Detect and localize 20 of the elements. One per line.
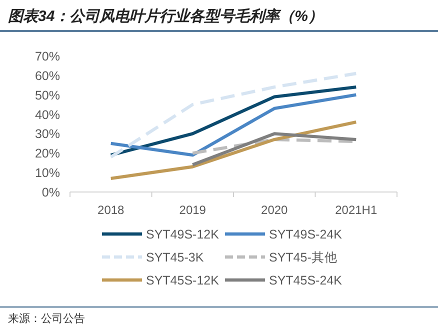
source-note: 来源：公司公告: [8, 312, 85, 325]
legend-label: SYT45-其他: [269, 250, 338, 264]
y-tick-label: 0%: [42, 186, 60, 200]
y-tick-label: 60%: [34, 68, 60, 83]
x-tick-label: 2020: [261, 203, 288, 217]
y-tick-label: 70%: [34, 50, 60, 64]
legend-label: SYT49S-24K: [269, 228, 343, 242]
y-tick-label: 50%: [34, 88, 60, 102]
legend-label: SYT49S-12K: [146, 228, 220, 242]
y-tick-label: 30%: [34, 127, 60, 142]
title: 图表34：公司风电叶片行业各型号毛利率（%）: [8, 8, 324, 25]
legend-label: SYT45S-24K: [269, 274, 343, 288]
y-tick-label: 40%: [34, 108, 60, 122]
y-tick-label: 10%: [34, 166, 60, 180]
x-tick-label: 2021H1: [335, 203, 378, 217]
x-tick-label: 2018: [98, 203, 125, 217]
legend-label: SYT45-3K: [146, 250, 204, 264]
legend-label: SYT45S-12K: [146, 274, 220, 288]
x-tick-label: 2019: [179, 203, 206, 217]
y-tick-label: 20%: [34, 146, 60, 161]
